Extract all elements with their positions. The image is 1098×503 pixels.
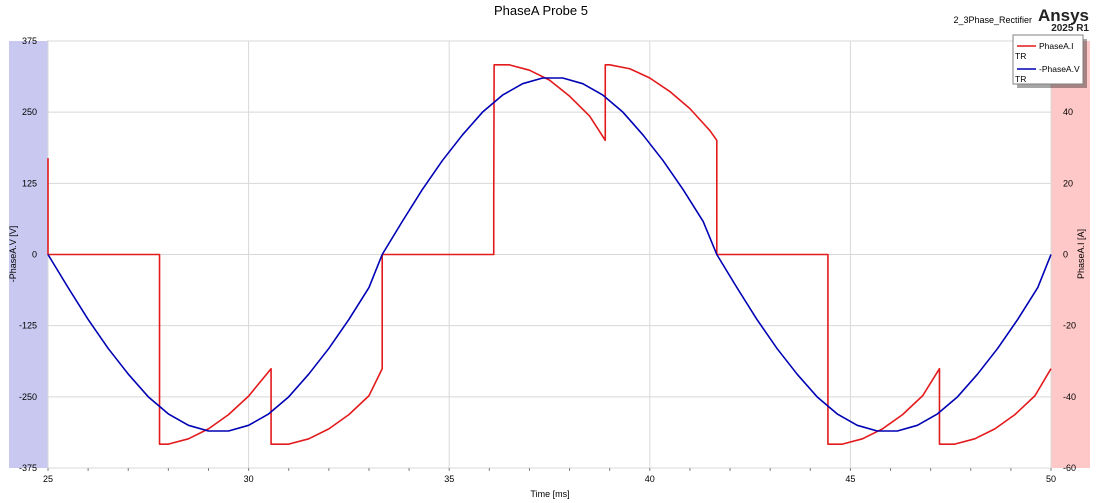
series-line-voltage (47, 77, 1052, 432)
x-tick-label: 25 (43, 474, 53, 484)
version-label: 2025 R1 (1051, 23, 1089, 34)
left-y-tick-label: 250 (22, 107, 37, 117)
legend-sub-voltage: TR (1015, 74, 1026, 84)
right-y-tick-label: 0 (1063, 250, 1068, 260)
left-y-tick-label: -250 (19, 392, 37, 402)
x-tick-label: 45 (845, 474, 855, 484)
legend-label-current: PhaseA.I (1039, 41, 1074, 51)
left-y-tick-label: 125 (22, 178, 37, 188)
chart-title: PhaseA Probe 5 (494, 3, 588, 18)
series-layer (47, 64, 1052, 445)
right-y-axis-label: PhaseA.I [A] (1076, 229, 1086, 279)
left-y-axis-label: -PhaseA.V [V] (8, 226, 18, 283)
left-axis-band (9, 41, 48, 468)
brand-logo: Ansys (1038, 6, 1089, 25)
legend-label-voltage: -PhaseA.V (1039, 64, 1080, 74)
left-y-tick-label: 375 (22, 36, 37, 46)
right-y-tick-label: -40 (1063, 392, 1076, 402)
legend[interactable]: PhaseA.I TR -PhaseA.V TR (1012, 34, 1087, 88)
left-y-tick-label: -125 (19, 321, 37, 331)
right-y-tick-label: -20 (1063, 321, 1076, 331)
x-tick-label: 35 (444, 474, 454, 484)
minor-ticks (47, 468, 1052, 471)
right-y-tick-label: 40 (1063, 107, 1073, 117)
right-y-tick-label: 20 (1063, 178, 1073, 188)
right-y-tick-labels: 40 20 0 -20 -40 -60 (1063, 107, 1076, 473)
x-tick-labels: 25 30 35 40 45 50 (43, 474, 1056, 484)
x-tick-label: 40 (645, 474, 655, 484)
left-y-tick-label: 0 (32, 250, 37, 260)
x-tick-label: 30 (244, 474, 254, 484)
right-y-tick-label: -60 (1063, 463, 1076, 473)
left-y-tick-labels: 375 250 125 0 -125 -250 -375 (19, 36, 37, 473)
x-axis-label: Time [ms] (530, 489, 569, 499)
right-axis-band (1051, 41, 1090, 468)
left-y-tick-label: -375 (19, 463, 37, 473)
x-tick-label: 50 (1046, 474, 1056, 484)
series-line-current (47, 64, 1052, 445)
legend-sub-current: TR (1015, 51, 1026, 61)
design-name: 2_3Phase_Rectifier (953, 15, 1032, 25)
